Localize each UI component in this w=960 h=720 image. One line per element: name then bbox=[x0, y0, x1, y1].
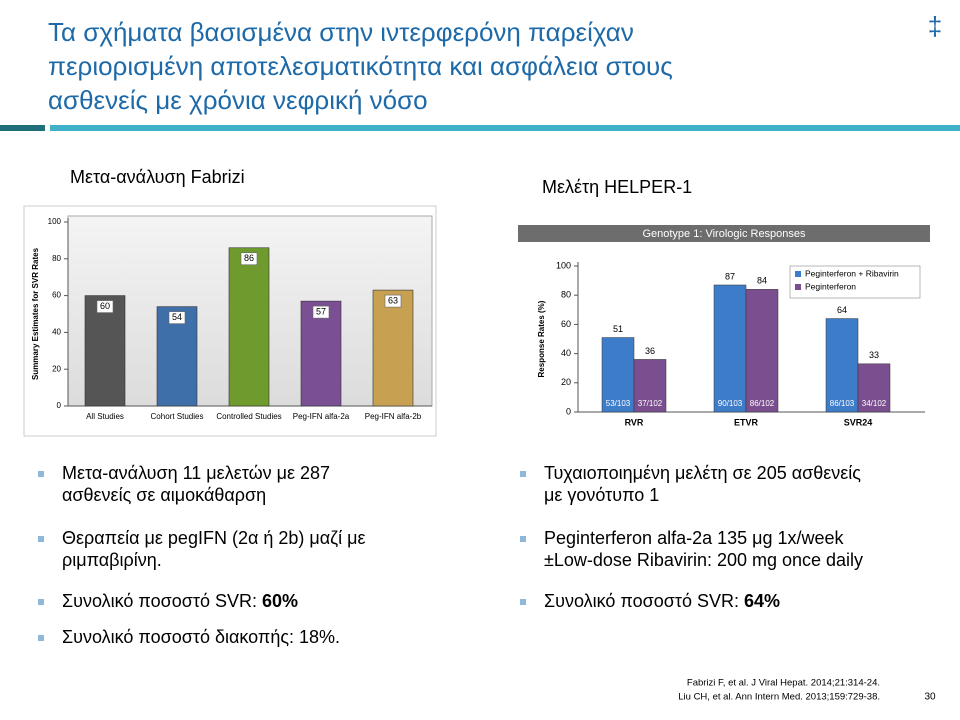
value-label: 33 bbox=[869, 350, 879, 360]
title-line: περιορισμένη αποτελεσματικότητα και ασφά… bbox=[48, 51, 673, 81]
y-tick-label: 20 bbox=[561, 377, 571, 387]
bar-inner-label: 34/102 bbox=[862, 399, 887, 408]
value-label: 60 bbox=[100, 301, 110, 311]
slide-mark: ‡ bbox=[928, 11, 942, 41]
page-number: 30 bbox=[924, 692, 936, 703]
value-label-box bbox=[168, 311, 186, 324]
bullet-text: Peginterferon alfa-2a 135 μg 1x/week bbox=[544, 528, 845, 548]
x-tick-label: Cohort Studies bbox=[151, 412, 204, 421]
bullet-text: Τυχαιοποιημένη μελέτη σε 205 ασθενείς bbox=[544, 463, 861, 483]
bar bbox=[857, 363, 891, 413]
bar bbox=[601, 337, 635, 413]
right-heading: Μελέτη HELPER-1 bbox=[542, 177, 692, 197]
y-tick-label: 40 bbox=[561, 348, 571, 358]
left-heading: Μετα-ανάλυση Fabrizi bbox=[70, 167, 245, 187]
x-tick-label: Controlled Studies bbox=[216, 412, 281, 421]
bullet-text: ασθενείς σε αιμοκάθαρση bbox=[62, 485, 266, 505]
bullet-text: Συνολικό ποσοστό SVR: bbox=[544, 591, 739, 611]
y-tick-label: 60 bbox=[561, 319, 571, 329]
bullet-marker bbox=[38, 599, 44, 605]
y-tick-label: 80 bbox=[52, 254, 61, 263]
reference: Fabrizi F, et al. J Viral Hepat. 2014;21… bbox=[687, 678, 880, 689]
rule-dark bbox=[0, 125, 45, 131]
bullet-marker bbox=[38, 471, 44, 477]
bullet-text: Συνολικό ποσοστό SVR: bbox=[62, 591, 257, 611]
y-tick-label: 40 bbox=[52, 328, 61, 337]
value-label-box bbox=[384, 294, 402, 308]
bullet-text: Θεραπεία με pegIFN (2α ή 2b) μαζί με bbox=[62, 528, 366, 548]
bullet-text: ριμπαβιρίνη. bbox=[62, 550, 162, 570]
bar bbox=[633, 359, 667, 413]
value-label: 64 bbox=[837, 305, 847, 315]
x-tick-label: Peg-IFN alfa-2b bbox=[365, 412, 422, 421]
bar bbox=[745, 289, 779, 413]
bullet-text: ±Low-dose Ribavirin: 200 mg once daily bbox=[544, 550, 863, 570]
bullet-marker bbox=[38, 536, 44, 542]
bar bbox=[228, 247, 270, 407]
title-line: ασθενείς με χρόνια νεφρική νόσο bbox=[48, 85, 428, 115]
bar bbox=[300, 300, 342, 407]
chart-title: Genotype 1: Virologic Responses bbox=[642, 228, 806, 240]
bullet-marker bbox=[520, 471, 526, 477]
x-tick-label: Peg-IFN alfa-2a bbox=[293, 412, 350, 421]
title-line: Τα σχήματα βασισμένα στην ιντερφερόνη πα… bbox=[48, 17, 634, 47]
bar-inner-label: 86/103 bbox=[830, 399, 855, 408]
x-tick-label: SVR24 bbox=[844, 417, 873, 427]
value-label: 86 bbox=[244, 253, 254, 263]
y-axis-label: Response Rates (%) bbox=[537, 300, 546, 377]
legend-label: Peginterferon bbox=[805, 281, 856, 291]
bullet-text: Μετα-ανάλυση 11 μελετών με 287 bbox=[62, 463, 330, 483]
y-axis-label: Summary Estimates for SVR Rates bbox=[31, 247, 40, 380]
y-tick-label: 0 bbox=[566, 406, 571, 416]
bar-inner-label: 37/102 bbox=[638, 399, 663, 408]
value-label-box bbox=[96, 300, 114, 313]
y-tick-label: 100 bbox=[48, 217, 62, 226]
y-tick-label: 100 bbox=[556, 260, 571, 270]
bullet-text: Συνολικό ποσοστό διακοπής: 18%. bbox=[62, 627, 340, 647]
bar-inner-label: 86/102 bbox=[750, 399, 775, 408]
bar bbox=[372, 289, 414, 407]
value-label: 36 bbox=[645, 346, 655, 356]
bar bbox=[84, 295, 126, 407]
bullet-marker bbox=[38, 635, 44, 641]
y-tick-label: 20 bbox=[52, 364, 61, 373]
chart-header bbox=[518, 225, 930, 242]
y-tick-label: 0 bbox=[57, 401, 62, 410]
bullet-marker bbox=[520, 599, 526, 605]
value-label-box bbox=[240, 252, 258, 266]
bar bbox=[713, 284, 747, 413]
value-label: 87 bbox=[725, 271, 735, 281]
value-label: 51 bbox=[613, 324, 623, 334]
legend-swatch bbox=[795, 284, 801, 290]
bar-inner-label: 90/103 bbox=[718, 399, 743, 408]
legend-label: Peginterferon + Ribavirin bbox=[805, 268, 899, 278]
bullet-bold: 60% bbox=[262, 591, 298, 611]
value-label: 57 bbox=[316, 306, 326, 316]
y-tick-label: 80 bbox=[561, 290, 571, 300]
y-tick-label: 60 bbox=[52, 291, 61, 300]
reference: Liu CH, et al. Ann Intern Med. 2013;159:… bbox=[678, 692, 880, 703]
x-tick-label: All Studies bbox=[86, 412, 124, 421]
legend-box bbox=[789, 265, 921, 299]
value-label: 54 bbox=[172, 312, 182, 322]
rule-light bbox=[50, 125, 960, 131]
x-tick-label: RVR bbox=[625, 417, 644, 427]
bullet-text: με γονότυπο 1 bbox=[544, 485, 659, 505]
bar bbox=[825, 318, 859, 413]
value-label: 63 bbox=[388, 295, 398, 305]
value-label: 84 bbox=[757, 276, 767, 286]
value-label-box bbox=[312, 305, 330, 319]
bullet-marker bbox=[520, 536, 526, 542]
legend-swatch bbox=[795, 271, 801, 277]
bar-inner-label: 53/103 bbox=[606, 399, 631, 408]
x-tick-label: ETVR bbox=[734, 417, 759, 427]
bullet-bold: 64% bbox=[744, 591, 780, 611]
